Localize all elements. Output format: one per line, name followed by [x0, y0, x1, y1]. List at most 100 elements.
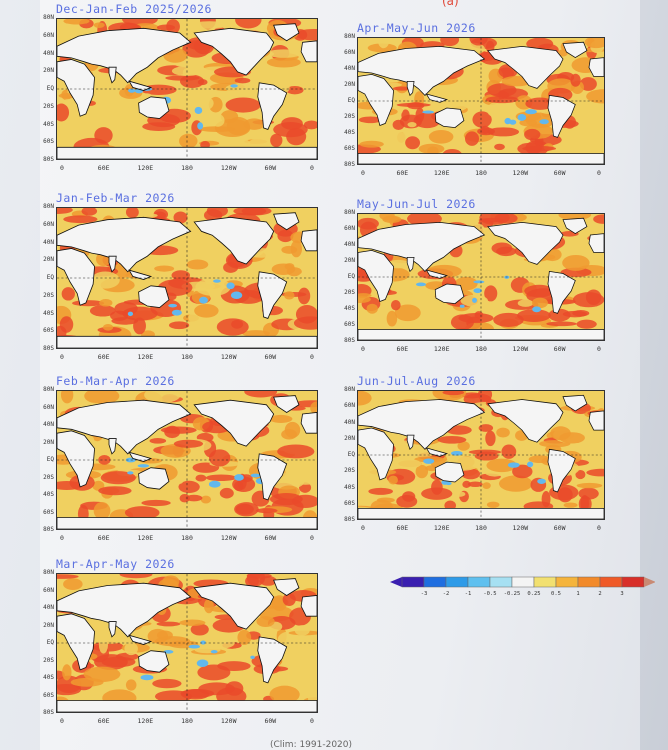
panel-title: Dec-Jan-Feb 2025/2026 [56, 2, 212, 16]
legend-swatch [467, 576, 491, 588]
legend-label: 3 [620, 591, 624, 597]
lat-label: 80S [344, 337, 355, 344]
figure-sheet: (a) Dec-Jan-Feb 2025/2026 80N 60N 40N 20N EQ 2… [40, 0, 655, 750]
lat-label: 80S [344, 516, 355, 523]
legend-label: -0.25 [503, 591, 521, 597]
color-scale-legend: -3 -2 -1 -0.5 -0.25 0.25 0.5 1 2 3 [390, 575, 655, 615]
lat-label: 40S [43, 120, 54, 128]
lat-label: EQ [46, 639, 54, 646]
lon-label: 0 [310, 534, 314, 542]
lat-label: 20N [344, 434, 355, 442]
legend-arrow-low [390, 577, 402, 587]
map-panel-djf: Dec-Jan-Feb 2025/2026 80N 60N 40N 20N EQ 20S 40… [43, 2, 318, 172]
lat-label: 40N [43, 238, 54, 246]
lat-label: 80N [344, 209, 355, 216]
lat-label: 20S [43, 291, 54, 299]
lon-label: 120E [137, 353, 154, 361]
lat-label: EQ [46, 85, 54, 92]
lat-label: 80S [43, 526, 54, 533]
figure-label: (a) [442, 0, 459, 8]
lat-label: EQ [347, 97, 355, 104]
anomaly-map [56, 573, 318, 713]
anomaly-map-svg [57, 208, 317, 348]
lat-label: 60S [43, 327, 54, 335]
lat-label: 20N [43, 67, 54, 75]
lon-label: 180 [181, 164, 193, 172]
legend-swatch [445, 576, 469, 588]
map-panel-jfm: Jan-Feb-Mar 2026 80N 60N 40N 20N EQ 20S 40S 60S 8… [43, 191, 318, 361]
legend-label: -1 [464, 591, 472, 597]
lat-label: 40S [43, 309, 54, 317]
lat-label: 20N [344, 81, 355, 88]
legend-swatch [533, 576, 557, 588]
legend-swatch [423, 576, 447, 588]
anomaly-map [56, 207, 318, 349]
lat-label: 20N [43, 438, 54, 446]
lon-label: 120W [512, 524, 529, 532]
lat-label: 60N [344, 225, 355, 232]
lon-label: 0 [597, 524, 601, 532]
lat-label: EQ [347, 273, 355, 280]
lat-label: 60N [43, 31, 54, 39]
lon-label: 120W [220, 164, 237, 172]
lon-label: 120W [512, 169, 529, 177]
lat-label: EQ [46, 456, 54, 463]
lat-label: 40N [344, 65, 355, 72]
lon-label: 60E [97, 717, 110, 725]
lon-label: 60E [396, 524, 409, 532]
lat-label: 40N [344, 418, 355, 426]
panel-title: Feb-Mar-Apr 2026 [56, 374, 175, 388]
legend-label: 0.25 [527, 591, 541, 597]
lat-label: 20S [43, 102, 54, 110]
lon-label: 120W [220, 717, 237, 725]
lat-label: 80N [344, 33, 355, 40]
lon-label: 0 [60, 717, 64, 725]
lat-label: 80N [344, 386, 355, 393]
lon-label: 60W [553, 169, 566, 177]
lon-label: 120E [433, 345, 450, 353]
lat-label: 60S [344, 145, 355, 152]
lat-label: 60N [344, 49, 355, 56]
lat-label: 40S [43, 491, 54, 498]
lat-label: 20N [43, 621, 54, 629]
lon-label: 0 [361, 345, 365, 353]
lon-label: 0 [310, 353, 314, 361]
panel-title: Apr-May-Jun 2026 [357, 21, 476, 35]
lon-label: 60W [264, 534, 277, 542]
legend-label: -3 [420, 591, 428, 597]
legend-label: -0.5 [483, 591, 497, 597]
legend-swatch [401, 576, 425, 588]
lon-label: 120E [137, 717, 154, 725]
legend-arrow-high [644, 577, 655, 587]
lat-label: 80N [43, 203, 54, 210]
lat-label: 40S [43, 674, 54, 681]
lon-label: 60E [97, 164, 110, 172]
lat-label: 40S [344, 483, 355, 491]
lat-label: 40S [344, 129, 355, 136]
lat-label: 80S [43, 156, 54, 163]
lat-label: 20S [344, 289, 355, 296]
lat-label: 40N [43, 49, 54, 57]
lat-label: 80N [43, 386, 54, 393]
map-panel-mam: Mar-Apr-May 2026 80N 60N 40N 20N EQ 20S 40S 60S 8… [43, 557, 318, 725]
lon-label: 120E [433, 169, 450, 177]
anomaly-map [357, 390, 605, 520]
lat-label: 60N [43, 403, 54, 411]
lon-label: 0 [310, 164, 314, 172]
lon-label: 0 [597, 169, 601, 177]
lat-label: 60S [43, 138, 54, 146]
map-panel-fma: Feb-Mar-Apr 2026 80N 60N 40N 20N EQ 20S 40S 60S 8… [43, 374, 318, 542]
lon-label: 120E [433, 524, 450, 532]
map-panel-amj: Apr-May-Jun 2026 80N 60N 40N 20N EQ 20S 40S 60S 8… [344, 21, 605, 177]
lon-label: 180 [475, 169, 487, 177]
legend-label: 1 [576, 591, 580, 597]
lon-label: 180 [475, 345, 487, 353]
anomaly-map [56, 390, 318, 530]
lat-label: 40S [344, 305, 355, 312]
lon-label: 60W [264, 164, 277, 172]
lat-label: 20S [344, 113, 355, 120]
lon-label: 0 [361, 524, 365, 532]
map-panel-jja: Jun-Jul-Aug 2026 80N 60N 40N 20N EQ 20S 40S 60S 8… [344, 374, 605, 532]
lon-label: 180 [475, 524, 487, 532]
lon-label: 180 [181, 534, 193, 542]
